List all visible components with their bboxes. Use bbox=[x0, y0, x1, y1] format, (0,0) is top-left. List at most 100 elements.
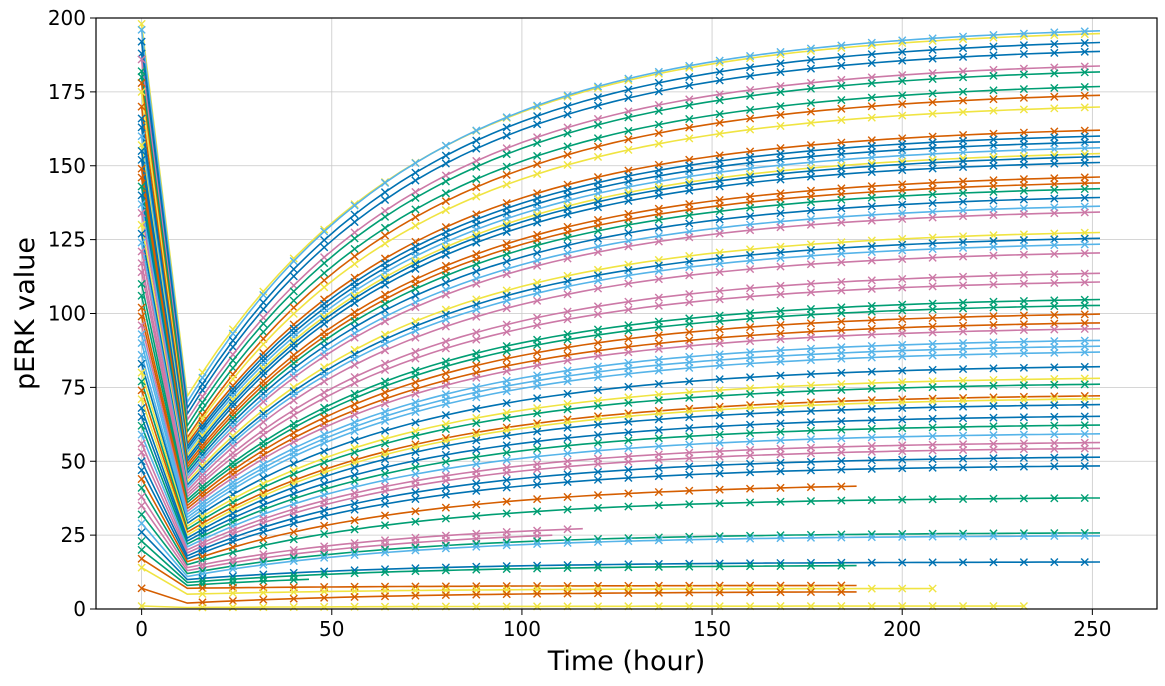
data-point-marker bbox=[776, 262, 785, 271]
data-point-marker bbox=[989, 187, 998, 196]
data-point-marker bbox=[867, 404, 876, 414]
series-line bbox=[140, 403, 1101, 540]
data-point-marker bbox=[928, 432, 937, 441]
data-point-marker bbox=[745, 212, 755, 221]
data-point-marker bbox=[776, 450, 785, 459]
data-point-marker bbox=[685, 413, 694, 422]
data-point-marker bbox=[1050, 92, 1059, 101]
series-line bbox=[140, 351, 1101, 522]
data-point-marker bbox=[624, 537, 633, 546]
series-line bbox=[140, 505, 553, 572]
data-point-marker bbox=[928, 190, 937, 199]
data-point-marker bbox=[350, 493, 359, 502]
data-point-marker bbox=[411, 507, 420, 516]
data-point-marker bbox=[654, 415, 663, 424]
data-point-marker bbox=[715, 229, 724, 238]
data-point-marker bbox=[563, 538, 572, 548]
data-point-marker bbox=[1080, 62, 1089, 71]
data-point-marker bbox=[745, 264, 755, 274]
data-point-marker bbox=[1019, 105, 1028, 114]
data-point-marker bbox=[350, 569, 359, 578]
data-point-marker bbox=[502, 476, 511, 485]
data-point-marker bbox=[472, 267, 481, 276]
data-point-marker bbox=[259, 298, 268, 307]
data-point-marker bbox=[228, 356, 237, 365]
data-point-marker bbox=[350, 317, 359, 326]
data-point-marker bbox=[715, 375, 724, 384]
data-point-marker bbox=[928, 463, 937, 472]
data-point-marker bbox=[1019, 343, 1028, 352]
data-point-marker bbox=[685, 500, 694, 509]
data-point-marker bbox=[898, 495, 907, 504]
data-point-marker bbox=[259, 430, 268, 439]
data-point-marker bbox=[593, 101, 603, 110]
data-point-marker bbox=[259, 370, 268, 380]
data-point-marker bbox=[1019, 41, 1028, 50]
data-point-marker bbox=[593, 226, 603, 235]
data-point-marker bbox=[502, 327, 511, 337]
data-point-marker bbox=[593, 284, 603, 293]
data-point-marker bbox=[350, 592, 359, 602]
data-point-marker bbox=[1080, 301, 1089, 310]
data-point-marker bbox=[441, 337, 450, 346]
data-point-marker bbox=[411, 284, 420, 294]
data-point-marker bbox=[989, 231, 998, 240]
data-point-marker bbox=[259, 527, 268, 537]
data-point-marker bbox=[1080, 374, 1089, 383]
data-point-marker bbox=[867, 202, 876, 211]
data-point-marker bbox=[989, 326, 998, 335]
data-point-marker bbox=[502, 123, 511, 132]
data-point-marker bbox=[837, 286, 846, 295]
data-point-marker bbox=[685, 584, 694, 594]
data-point-marker bbox=[563, 233, 572, 242]
data-point-marker bbox=[1019, 70, 1028, 79]
data-point-marker bbox=[472, 156, 481, 166]
data-point-marker bbox=[898, 200, 907, 209]
data-point-marker bbox=[411, 326, 420, 336]
data-point-marker bbox=[533, 261, 542, 270]
data-point-marker bbox=[1050, 270, 1059, 279]
data-point-marker bbox=[137, 268, 146, 277]
data-point-marker bbox=[745, 437, 755, 446]
data-point-marker bbox=[472, 279, 481, 288]
data-point-marker bbox=[928, 495, 937, 504]
data-point-marker bbox=[137, 67, 146, 76]
data-point-marker bbox=[380, 388, 390, 397]
data-point-marker bbox=[289, 411, 298, 420]
data-point-marker bbox=[928, 455, 937, 464]
data-point-marker bbox=[837, 584, 846, 593]
data-point-marker bbox=[411, 158, 420, 168]
series-3 bbox=[137, 37, 1101, 411]
data-point-marker bbox=[289, 373, 298, 382]
data-point-marker bbox=[837, 425, 846, 434]
data-point-marker bbox=[776, 335, 785, 344]
data-point-marker bbox=[685, 341, 694, 351]
data-point-marker bbox=[1050, 63, 1059, 72]
data-point-marker bbox=[928, 377, 937, 386]
data-point-marker bbox=[411, 494, 420, 504]
data-point-marker bbox=[837, 258, 846, 267]
data-point-marker bbox=[898, 214, 907, 224]
data-point-marker bbox=[776, 67, 785, 77]
data-point-marker bbox=[1080, 438, 1089, 447]
data-point-marker bbox=[1080, 380, 1089, 389]
data-point-marker bbox=[654, 588, 663, 597]
data-point-marker bbox=[380, 365, 390, 375]
series-31 bbox=[137, 303, 1101, 508]
series-line bbox=[140, 224, 1101, 484]
data-point-marker bbox=[715, 452, 724, 461]
data-point-marker bbox=[441, 290, 450, 299]
y-tick-label: 125 bbox=[48, 228, 86, 252]
data-point-marker bbox=[411, 371, 420, 380]
data-point-marker bbox=[898, 584, 907, 593]
data-point-marker bbox=[563, 210, 572, 219]
data-point-marker bbox=[137, 200, 146, 209]
data-point-marker bbox=[837, 277, 846, 287]
data-point-marker bbox=[958, 87, 968, 96]
data-point-marker bbox=[898, 274, 907, 284]
data-point-marker bbox=[533, 472, 542, 482]
data-point-marker bbox=[502, 250, 511, 259]
data-point-marker bbox=[867, 367, 876, 376]
data-point-marker bbox=[989, 338, 998, 347]
data-point-marker bbox=[928, 414, 937, 423]
